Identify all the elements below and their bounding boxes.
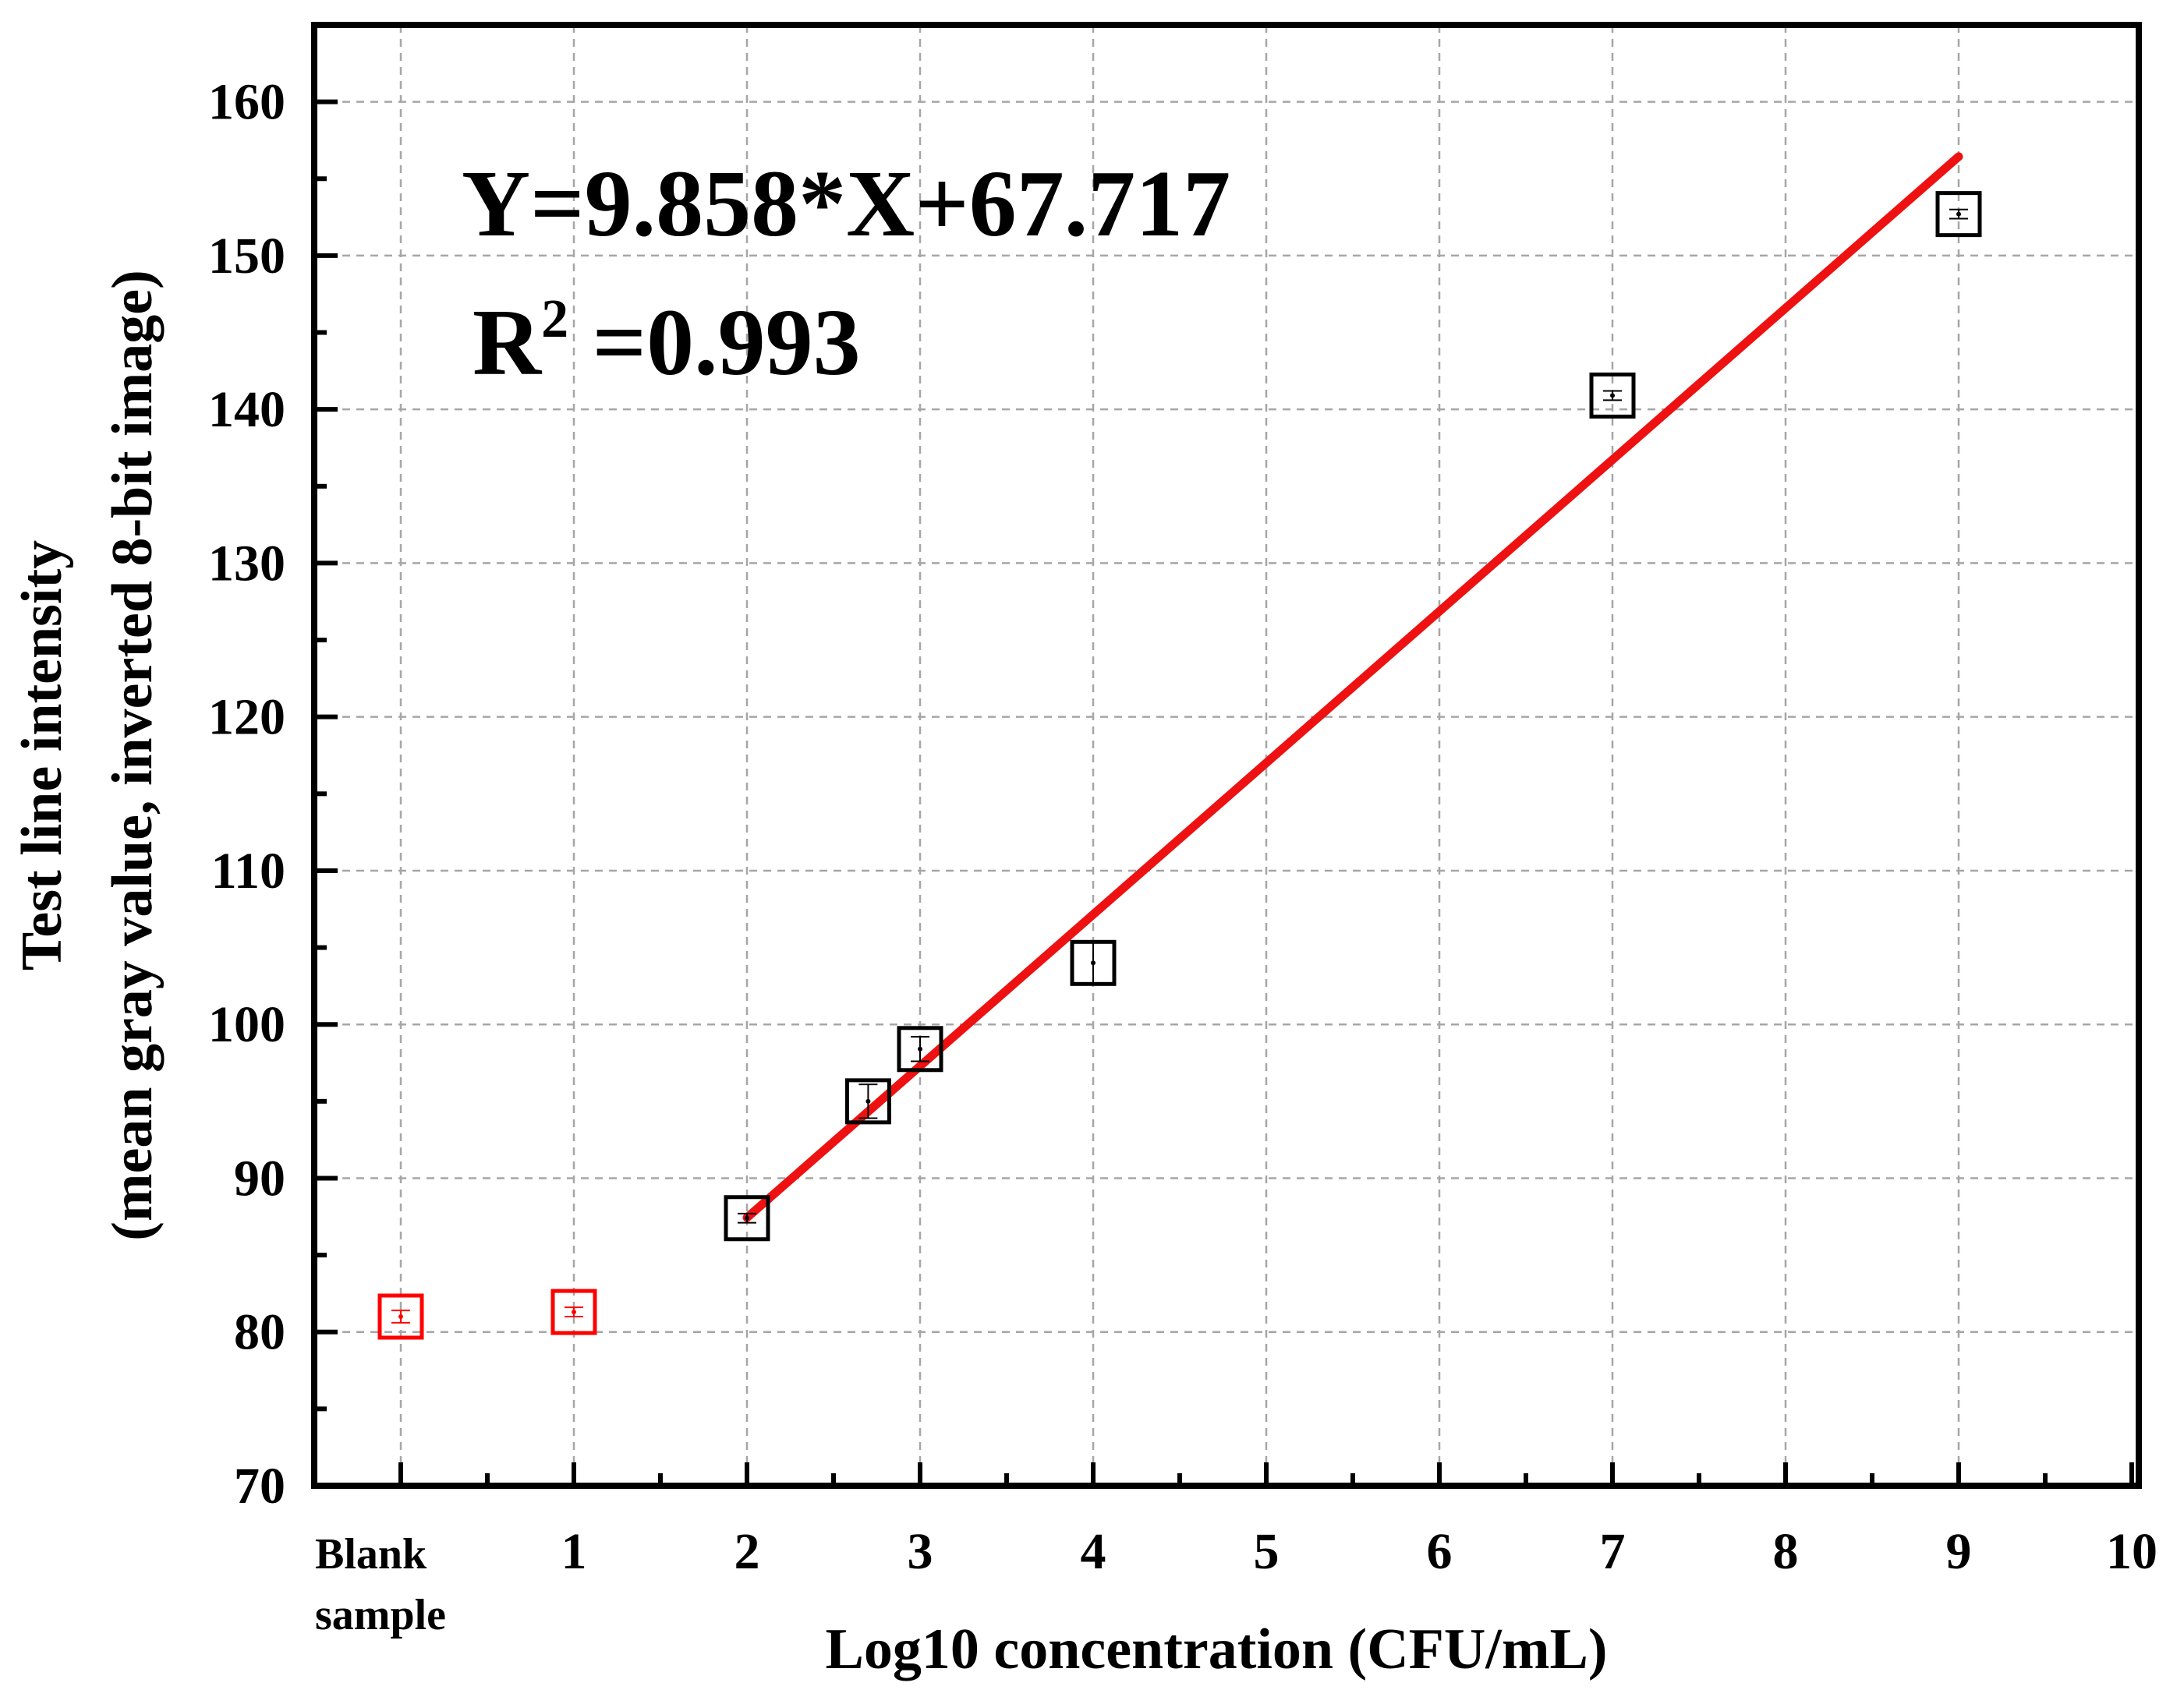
- y-axis-title-line1: Test line intensity: [10, 540, 74, 970]
- r-squared-sup: 2: [541, 289, 568, 349]
- x-tick-label: 9: [1946, 1523, 1972, 1580]
- y-tick-label: 140: [208, 381, 285, 438]
- data-point: [1935, 191, 1982, 238]
- y-axis-title-line2: (mean gray value, inverted 8-bit image): [101, 270, 165, 1240]
- point-marker: [844, 1078, 891, 1125]
- data-point: [724, 1195, 770, 1242]
- grid: [314, 25, 2139, 1486]
- y-axis-title: Test line intensity (mean gray value, in…: [10, 270, 165, 1240]
- y-tick-label: 110: [211, 843, 285, 900]
- x-tick-label: 5: [1254, 1523, 1280, 1580]
- x-axis-title: Log10 concentration (CFU/mL): [826, 1617, 1608, 1681]
- point-center: [572, 1310, 576, 1315]
- x-tick-label: 1: [561, 1523, 587, 1580]
- r-squared-text: R2 =0.993: [473, 289, 861, 395]
- point-center: [745, 1215, 749, 1221]
- point-center: [865, 1098, 871, 1104]
- y-tick-label: 70: [234, 1458, 285, 1515]
- point-marker: [1070, 939, 1117, 986]
- x-tick-label: 7: [1600, 1523, 1626, 1580]
- point-center: [1610, 393, 1615, 398]
- x-tick-label: 10: [2106, 1523, 2157, 1580]
- y-tick-label: 90: [234, 1150, 285, 1207]
- data-point: [1589, 372, 1636, 419]
- y-tick-label: 80: [234, 1304, 285, 1361]
- data-point: [844, 1078, 891, 1125]
- data-points: [377, 191, 1982, 1340]
- y-tick-label: 100: [208, 996, 285, 1053]
- plot-frame: [311, 22, 2142, 1489]
- point-marker: [1935, 191, 1982, 238]
- fit-line: [742, 152, 1963, 1222]
- x-tick-label-blank: Blank: [315, 1530, 427, 1578]
- point-center: [1956, 211, 1961, 217]
- r-squared-r: R: [473, 290, 543, 395]
- data-point: [897, 1026, 943, 1073]
- r-squared-value: =0.993: [568, 290, 861, 395]
- point-marker: [1589, 372, 1636, 419]
- point-marker: [897, 1026, 943, 1073]
- data-point: [377, 1293, 424, 1340]
- fit-line-group: [742, 152, 1963, 1222]
- equation-text: Y=9.858*X+67.717: [462, 151, 1230, 256]
- data-point: [550, 1289, 597, 1335]
- point-center: [918, 1046, 922, 1052]
- x-tick-label: 6: [1427, 1523, 1453, 1580]
- point-marker: [550, 1289, 597, 1335]
- y-tick-label: 130: [208, 535, 285, 592]
- x-tick-label-sample: sample: [315, 1591, 446, 1639]
- x-tick-label: 3: [908, 1523, 933, 1580]
- axis-tick-labels: Blank sample 1 2 3 4 5 6 7 8 9 10 70 80 90 100 110 120 130…: [208, 74, 2157, 1639]
- point-marker: [377, 1293, 424, 1340]
- y-tick-label: 150: [208, 228, 285, 285]
- x-tick-label: 4: [1081, 1523, 1106, 1580]
- point-marker: [724, 1195, 770, 1242]
- x-tick-label: 8: [1773, 1523, 1799, 1580]
- y-tick-label: 160: [208, 74, 285, 131]
- data-point: [1070, 939, 1117, 986]
- point-center: [1091, 960, 1096, 966]
- x-tick-label: 2: [734, 1523, 760, 1580]
- point-center: [398, 1314, 403, 1320]
- y-tick-label: 120: [208, 689, 285, 746]
